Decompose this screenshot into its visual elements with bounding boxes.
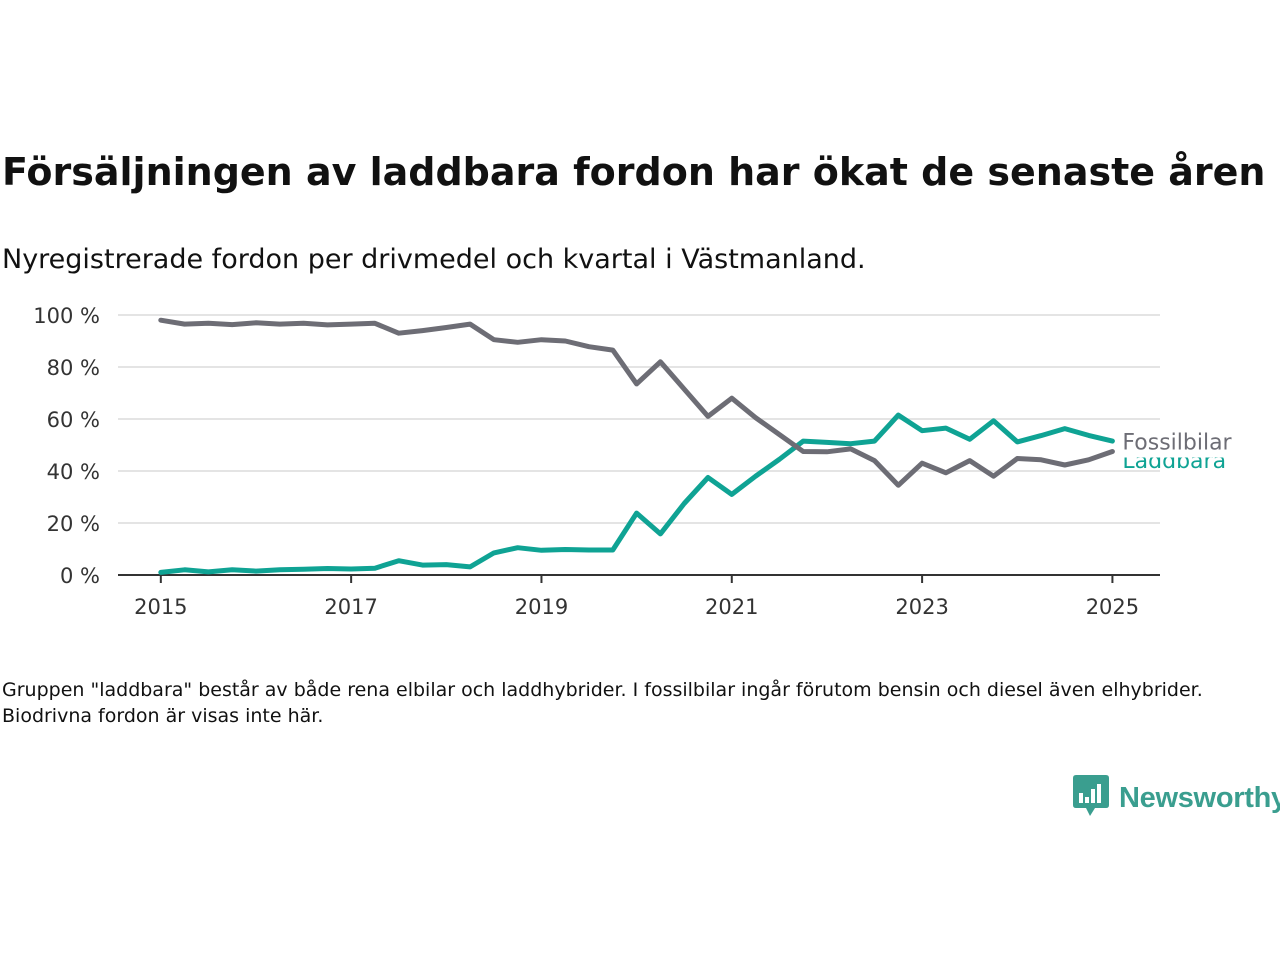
y-tick-label: 80 % (47, 356, 100, 380)
newsworthy-logo-icon (1073, 775, 1109, 821)
x-tick-label: 2017 (324, 595, 377, 619)
chart-title: Försäljningen av laddbara fordon har öka… (2, 150, 1266, 194)
y-tick-label: 100 % (33, 304, 100, 328)
chart-subtitle: Nyregistrerade fordon per drivmedel och … (2, 244, 866, 275)
brand-logo[interactable]: Newsworthy (1073, 775, 1280, 821)
series-line-fossilbilar (158, 317, 1115, 488)
chart-footnote: Gruppen "laddbara" består av både rena e… (2, 679, 1203, 727)
y-tick-label: 0 % (60, 564, 100, 588)
x-tick-label: 2021 (705, 595, 758, 619)
y-axis-ticks: 0 % 20 % 40 % 60 % 80 % 100 % (33, 304, 100, 588)
x-tick-label: 2015 (134, 595, 187, 619)
x-tick-label: 2019 (515, 595, 568, 619)
series-line-laddbara (158, 412, 1115, 575)
x-tick-label: 2025 (1086, 595, 1139, 619)
y-tick-label: 40 % (47, 460, 100, 484)
brand-name: Newsworthy (1119, 781, 1280, 814)
series-label-backdrop (1121, 429, 1254, 458)
gridlines (118, 314, 1160, 524)
x-tick-label: 2023 (895, 595, 948, 619)
y-tick-label: 20 % (47, 512, 100, 536)
series-lines (158, 317, 1115, 575)
y-tick-label: 60 % (47, 408, 100, 432)
line-chart: 0 % 20 % 40 % 60 % 80 % 100 % 2015 2017 2019 202… (33, 304, 1254, 619)
series-label-fossilbilar: Fossilbilar (1122, 431, 1232, 456)
x-axis-ticks: 2015 2017 2019 2021 2023 2025 (118, 574, 1160, 619)
